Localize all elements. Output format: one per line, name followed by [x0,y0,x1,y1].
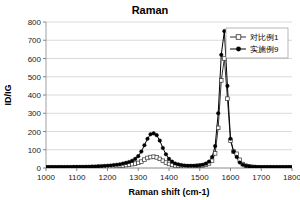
marker [213,144,217,148]
y-tick [43,95,46,96]
y-tick-label: 800 [28,18,42,27]
x-tick [199,168,200,171]
x-axis-label: Raman shift (cm-1) [128,187,209,197]
x-tick-label: 1800 [283,173,300,182]
marker [290,165,292,168]
x-tick-label: 1100 [68,173,86,182]
marker [219,53,223,57]
x-tick-label: 1000 [37,173,55,182]
grid-line [46,131,292,132]
x-tick [230,168,231,171]
grid-line [46,22,292,23]
legend-label: 对比例1 [250,33,279,42]
marker [235,155,239,159]
y-tick [43,58,46,59]
grid-line [46,76,292,77]
marker [219,79,223,83]
grid-line [46,149,292,150]
y-tick-label: 200 [28,128,42,137]
marker [161,146,165,150]
marker [238,161,242,165]
legend: 对比例1 实施例9 [226,28,288,58]
series-line [46,59,292,168]
marker [226,97,230,101]
x-tick [107,168,108,171]
marker [232,150,236,154]
marker [223,29,227,33]
y-axis-label: ID/IG [3,84,13,105]
y-tick [43,40,46,41]
legend-label: 实施例9 [250,45,279,54]
plot-area [46,29,292,168]
y-tick-label: 400 [28,91,42,100]
marker [213,152,217,156]
title: Raman [132,4,169,16]
y-tick [43,149,46,150]
marker [133,157,137,161]
x-tick-label: 1600 [222,173,240,182]
grid-line [46,113,292,114]
marker [155,133,159,137]
x-tick-label: 1200 [99,173,117,182]
y-axis [46,22,47,168]
marker [207,160,211,164]
y-tick [43,131,46,132]
chart: Raman 0 100 200 300 400 500 600 700 800 1000 1100 12… [0,0,300,200]
marker [216,126,220,130]
x-tick [261,168,262,171]
marker [290,165,292,168]
marker [216,111,220,115]
marker [229,137,233,141]
y-tick [43,168,46,169]
y-tick-label: 100 [28,146,42,155]
grid-line [46,95,292,96]
y-tick-label: 700 [28,36,42,45]
y-tick [43,76,46,77]
x-tick-label: 1700 [252,173,270,182]
y-tick-label: 600 [28,55,42,64]
series-line [46,31,292,167]
marker [235,152,239,156]
marker [164,153,168,157]
legend-box [226,28,288,58]
x-tick [138,168,139,171]
x-tick [76,168,77,171]
marker [226,84,230,88]
x-tick [46,168,47,171]
y-tick-label: 300 [28,109,42,118]
marker [223,57,227,61]
x-tick [292,168,293,171]
marker [158,139,162,143]
legend-marker [236,35,241,40]
y-tick [43,22,46,23]
x-tick [169,168,170,171]
y-tick-label: 0 [37,164,42,173]
x-tick-label: 1400 [160,173,178,182]
legend-marker [236,47,241,52]
marker [232,150,236,154]
x-tick-label: 1500 [191,173,209,182]
marker [210,155,214,159]
marker [167,157,171,161]
y-tick [43,113,46,114]
marker [140,150,144,154]
marker [136,154,140,158]
y-tick-label: 500 [28,73,42,82]
marker [143,143,147,147]
marker [146,137,150,141]
x-tick-label: 1300 [129,173,147,182]
